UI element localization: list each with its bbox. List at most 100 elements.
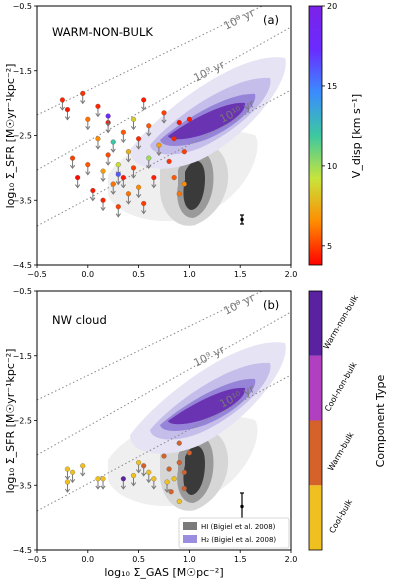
upper-limit-arrowhead — [69, 164, 76, 170]
iso-label-1e8-a: 10⁸ yr — [221, 6, 257, 33]
data-point — [181, 469, 187, 475]
panel-b-ticks: −0.5 0.0 0.5 1.0 1.5 2.0 −4.5 −3.5 −2.5 −1.5 −0.5 — [13, 287, 298, 564]
panel-b-ylabel: log₁₀ Σ_SFR [M☉yr⁻¹kpc⁻²] — [4, 349, 17, 494]
upper-limit-arrowhead — [141, 210, 147, 215]
data-point — [176, 191, 182, 197]
colorbar-segment — [309, 420, 322, 486]
data-point — [120, 175, 126, 181]
x-tick-label: −0.5 — [27, 555, 46, 564]
upper-limit-arrowhead — [146, 132, 152, 137]
upper-limit-arrowhead — [59, 106, 66, 111]
data-point — [70, 155, 76, 161]
data-point — [120, 129, 126, 135]
data-point — [141, 97, 147, 103]
x-tick-label: 0.5 — [132, 270, 145, 279]
colorbar-category-label: Cool-bulk — [328, 498, 355, 535]
panel-b: 10⁸ yr 10⁹ yr 10¹⁰ yr NW cloud (b) HI (B… — [4, 287, 298, 579]
colorbar-component-label: Component Type — [374, 374, 387, 467]
upper-limit-arrowhead — [164, 488, 170, 493]
data-point — [168, 489, 174, 495]
upper-limit-arrowhead — [105, 129, 111, 134]
panel-a-points — [59, 90, 192, 218]
data-point — [115, 171, 121, 177]
upper-limit-arrowhead — [130, 126, 137, 131]
data-point — [176, 460, 182, 466]
panel-a-label: (a) — [263, 13, 279, 27]
data-point — [146, 155, 152, 161]
upper-limit-arrowhead — [135, 469, 142, 474]
upper-limit-arrowhead — [110, 148, 116, 153]
colorbar-vdisp-ticks: 5 10 15 20 — [322, 2, 337, 251]
panel-a-ticks: −0.5 0.0 0.5 1.0 1.5 2.0 −4.5 −3.5 −2.5 −1.5 −0.5 — [13, 2, 298, 279]
data-point — [70, 469, 76, 475]
data-point — [146, 123, 152, 129]
data-point — [105, 113, 111, 119]
data-point — [85, 116, 91, 122]
data-point — [75, 175, 81, 181]
data-point — [161, 110, 167, 116]
data-point — [130, 472, 137, 479]
y-tick-label: −2.5 — [13, 417, 32, 426]
colorbar-vdisp-label: V_disp [km s⁻¹] — [350, 94, 363, 178]
x-axis-label: log₁₀ Σ_GAS [M☉pc⁻²] — [104, 566, 223, 579]
data-point — [136, 136, 142, 142]
upper-limit-arrowhead — [141, 472, 147, 477]
iso-label-1e8-b: 10⁸ yr — [221, 291, 257, 318]
colorbar-component-bar — [309, 291, 322, 550]
y-tick-label: −4.5 — [13, 546, 32, 555]
data-point — [151, 476, 157, 482]
data-point — [171, 136, 177, 142]
upper-limit-arrowhead — [100, 177, 106, 182]
upper-limit-arrowhead — [95, 145, 101, 150]
upper-limit-arrowhead — [130, 174, 137, 179]
upper-limit-arrowhead — [151, 485, 157, 490]
upper-limit-arrowhead — [135, 194, 142, 199]
colorbar-category-label: Cool-non-bulk — [323, 360, 359, 413]
colorbar-component: Cool-bulk Warm-bulk Cool-non-bulk Warm-non-… — [308, 290, 387, 551]
data-point — [64, 466, 71, 472]
upper-limit-arrowhead — [64, 475, 71, 480]
colorbar-vdisp-bar — [308, 5, 323, 266]
x-tick-label: 0.0 — [81, 555, 94, 564]
upper-limit-arrowhead — [120, 485, 126, 490]
upper-limit-arrowhead — [95, 113, 101, 118]
upper-limit-arrowhead — [115, 213, 121, 218]
data-point — [100, 476, 106, 482]
upper-limit-arrowhead — [85, 171, 91, 176]
data-point — [164, 479, 170, 485]
data-point — [110, 139, 116, 145]
data-point — [120, 476, 126, 482]
y-tick-label: −4.5 — [13, 261, 32, 270]
upper-limit-arrowhead — [64, 116, 71, 121]
h2-contours-b — [130, 342, 286, 454]
data-point — [176, 498, 182, 504]
x-tick-label: 0.0 — [81, 270, 94, 279]
data-point — [171, 476, 177, 482]
upper-limit-arrowhead — [75, 184, 81, 189]
data-point — [181, 149, 187, 155]
data-point — [95, 103, 101, 109]
panel-a-title: WARM-NON-BULK — [52, 25, 153, 39]
data-point — [161, 453, 167, 459]
iso-lines-a — [37, 6, 291, 227]
upper-limit-arrowhead — [115, 181, 121, 186]
upper-limit-arrowhead — [110, 190, 116, 195]
data-point — [80, 463, 86, 469]
panel-a-ylabel: log₁₀ Σ_SFR [M☉yr⁻¹kpc⁻²] — [4, 64, 17, 209]
y-tick-label: −3.5 — [13, 196, 32, 205]
upper-limit-arrowhead — [100, 206, 106, 212]
upper-limit-arrowhead — [90, 197, 96, 202]
data-point — [59, 97, 65, 103]
data-point — [186, 450, 192, 456]
data-point — [136, 184, 142, 190]
upper-limit-arrowhead — [130, 482, 137, 487]
colorbar-segment — [309, 355, 322, 421]
y-tick-label: −0.5 — [13, 287, 32, 296]
upper-limit-arrowhead — [105, 122, 111, 127]
data-point — [125, 149, 131, 155]
y-tick-label: −1.5 — [13, 352, 32, 361]
upper-limit-arrowhead — [95, 485, 101, 490]
data-point — [115, 204, 121, 210]
colorbar-category-label: Warm-bulk — [326, 430, 356, 472]
